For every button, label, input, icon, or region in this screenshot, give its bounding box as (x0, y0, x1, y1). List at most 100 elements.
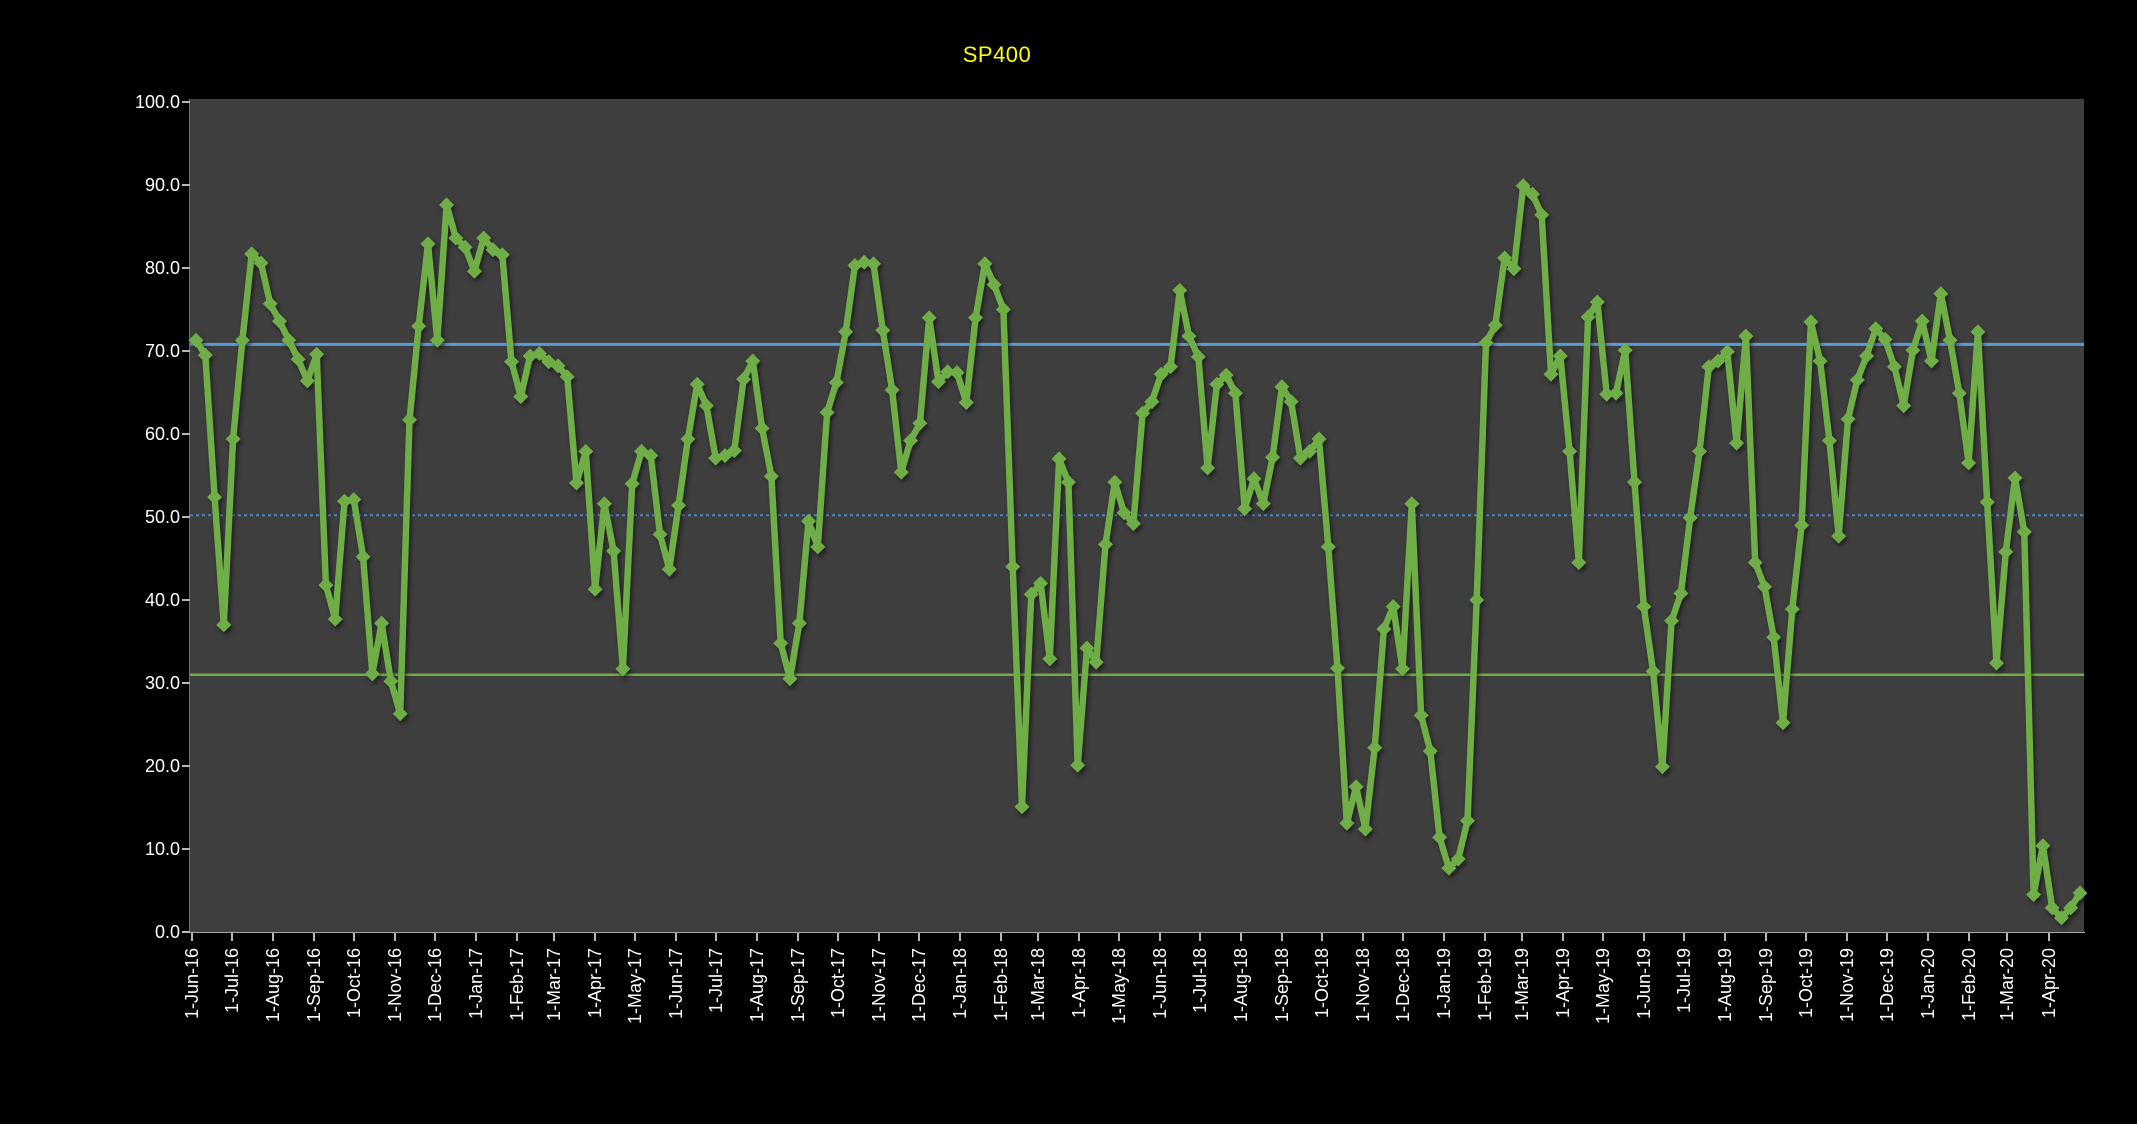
x-axis-tick (1362, 933, 1365, 941)
y-axis-tick (182, 184, 190, 186)
y-axis-label: 30.0 (144, 673, 180, 693)
x-axis-label: 1-Feb-19 (1475, 948, 1496, 1022)
x-axis-label: 1-Feb-17 (507, 948, 528, 1022)
x-axis-label: 1-Apr-20 (2038, 948, 2059, 1019)
y-axis-label: 100.0 (134, 92, 180, 112)
x-axis-label: 1-May-17 (625, 948, 646, 1025)
x-axis-label: 1-Apr-18 (1069, 948, 1090, 1019)
x-axis-label: 1-Dec-18 (1392, 948, 1413, 1023)
x-axis-label: 1-Sep-17 (788, 948, 809, 1023)
sp400-series-line (192, 182, 2084, 922)
x-axis-tick (475, 933, 478, 941)
x-axis-tick (1198, 933, 1201, 941)
x-axis-tick (1000, 933, 1003, 941)
y-axis-tick (182, 599, 190, 601)
y-axis-tick (182, 848, 190, 850)
chart-title: SP400 (962, 42, 1032, 67)
x-axis-label: 1-Nov-16 (385, 948, 406, 1023)
x-axis-tick (516, 933, 519, 941)
x-axis-tick (1240, 933, 1243, 941)
x-axis-label: 1-Sep-16 (304, 948, 325, 1023)
x-axis-tick (634, 933, 637, 941)
x-axis-tick (1401, 933, 1404, 941)
x-axis-tick (1845, 933, 1848, 941)
x-axis-tick (2047, 933, 2050, 941)
x-axis-tick (756, 933, 759, 941)
x-axis-label: 1-Jan-17 (466, 948, 487, 1020)
x-axis-tick (1682, 933, 1685, 941)
plot-area (188, 99, 2088, 933)
x-axis-tick (917, 933, 920, 941)
x-axis-label: 1-Feb-20 (1958, 948, 1979, 1022)
x-axis-line (186, 932, 2085, 933)
x-axis-tick (1926, 933, 1929, 941)
x-axis-label: 1-May-19 (1593, 948, 1614, 1025)
x-axis-label: 1-Jun-18 (1150, 948, 1171, 1020)
y-axis-label: 20.0 (144, 756, 180, 776)
x-axis-tick (433, 933, 436, 941)
y-axis-label: 80.0 (144, 258, 180, 278)
x-axis-tick (797, 933, 800, 941)
x-axis-tick (272, 933, 275, 941)
x-axis-label: 1-Dec-19 (1876, 948, 1897, 1023)
x-axis-tick (1521, 933, 1524, 941)
x-axis-tick (191, 933, 194, 941)
x-axis-tick (2006, 933, 2009, 941)
x-axis-label: 1-Apr-17 (585, 948, 606, 1019)
x-axis-tick (1765, 933, 1768, 941)
y-axis-tick (182, 350, 190, 352)
x-axis-label: 1-Jul-19 (1673, 948, 1694, 1014)
y-axis-tick (182, 765, 190, 767)
x-axis-tick (1281, 933, 1284, 941)
x-axis-label: 1-Sep-18 (1272, 948, 1293, 1023)
x-axis-tick (1643, 933, 1646, 941)
x-axis-label: 1-Jul-18 (1189, 948, 1210, 1014)
x-axis-tick (1320, 933, 1323, 941)
x-axis-label: 1-Sep-19 (1756, 948, 1777, 1023)
x-axis-tick (675, 933, 678, 941)
x-axis-label: 1-Aug-16 (263, 948, 284, 1023)
x-axis-tick (715, 933, 718, 941)
y-axis-tick (182, 682, 190, 684)
x-axis-label: 1-Mar-20 (1997, 948, 2018, 1022)
x-axis-label: 1-Jun-19 (1634, 948, 1655, 1020)
x-axis-tick (553, 933, 556, 941)
x-axis-tick (1118, 933, 1121, 941)
y-axis-label: 0.0 (154, 922, 180, 942)
x-axis-label: 1-Nov-19 (1836, 948, 1857, 1023)
y-axis-tick (182, 516, 190, 518)
x-axis-tick (1724, 933, 1726, 941)
x-axis-label: 1-Mar-19 (1512, 948, 1533, 1022)
x-axis-tick (1159, 933, 1162, 941)
x-axis-label: 1-Jan-18 (950, 948, 970, 1020)
x-axis-tick (313, 933, 316, 941)
x-axis-label: 1-Jan-19 (1433, 948, 1454, 1020)
x-axis-label: 1-May-18 (1109, 948, 1130, 1025)
y-axis-label: 60.0 (144, 424, 180, 444)
y-axis-label: 50.0 (144, 507, 180, 527)
x-axis-tick (1602, 933, 1605, 941)
sp400-series-markers (188, 178, 2088, 926)
x-axis-tick (959, 933, 961, 941)
y-axis-label: 70.0 (144, 341, 180, 361)
x-axis-tick (878, 933, 881, 941)
x-axis-tick (837, 933, 840, 941)
x-axis-label: 1-Aug-18 (1231, 948, 1252, 1023)
x-axis-label: 1-Jun-17 (666, 948, 687, 1020)
x-axis-label: 1-Jun-16 (182, 948, 203, 1020)
x-axis-label: 1-Jul-17 (706, 948, 727, 1014)
x-axis-tick (1484, 933, 1487, 941)
y-axis-label: 90.0 (144, 175, 180, 195)
x-axis-label: 1-Jan-20 (1917, 948, 1938, 1020)
x-axis-tick (594, 933, 597, 941)
x-axis-label: 1-Aug-17 (747, 948, 768, 1023)
x-axis-tick (1885, 933, 1888, 941)
x-axis-tick (1078, 933, 1081, 941)
x-axis-tick (1037, 933, 1040, 941)
x-axis-label: 1-Jul-16 (222, 948, 243, 1014)
x-axis-label: 1-Nov-18 (1353, 948, 1374, 1023)
x-axis-tick (1804, 933, 1807, 941)
x-axis-tick (1442, 933, 1445, 941)
x-axis-label: 1-Dec-17 (908, 948, 929, 1023)
x-axis-label: 1-Nov-17 (869, 948, 890, 1023)
